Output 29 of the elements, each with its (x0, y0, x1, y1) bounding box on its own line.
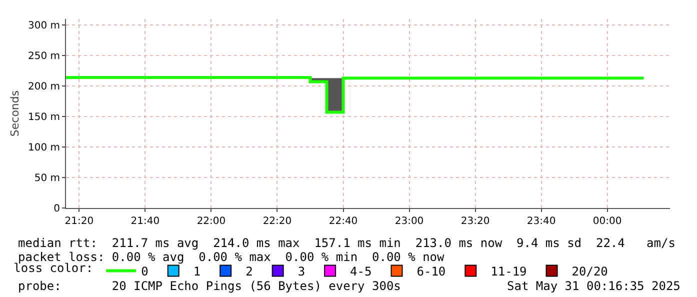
y-tick-label: 150 m (28, 112, 60, 124)
x-tick-label: 22:20 (262, 216, 292, 227)
x-tick-label: 21:20 (64, 216, 94, 227)
legend-label: 0 (141, 264, 148, 278)
text: packet loss: 0.00 % avg 0.00 % max 0.00 % min 0.00 % now (18, 250, 446, 264)
x-tick-label: 22:40 (328, 216, 358, 227)
legend-label: 1 (193, 264, 201, 278)
y-tick-label: 250 m (28, 51, 60, 62)
text: probe: 20 ICMP Echo Pings (56 Bytes) every 300s (18, 279, 401, 293)
text: median rtt: 211.7 ms avg 214.0 ms max 157.1 ms min 213.0 ms now 9.4 ms sd 22.4 am/s (18, 236, 676, 250)
x-tick-label: 23:40 (526, 216, 556, 227)
x-tick-label: 23:20 (460, 216, 490, 227)
legend-label: 11-19 (490, 264, 527, 278)
y-tick-label: 300 m (28, 20, 60, 32)
y-tick-label: 50 m (34, 173, 60, 184)
legend-label: 4-5 (350, 264, 372, 278)
y-tick-label: 200 m (28, 82, 60, 93)
text: Sat May 31 00:16:35 2025 (507, 279, 680, 293)
x-tick-label: 21:40 (130, 216, 160, 227)
legend-label: 3 (298, 264, 306, 278)
legend-label: 20/20 (572, 264, 608, 278)
legend-label: 2 (246, 264, 253, 278)
x-tick-label: 22:00 (196, 216, 226, 227)
x-tick-label: 23:00 (394, 216, 424, 227)
x-tick-label: 00:00 (592, 216, 622, 227)
legend-label: 6-10 (416, 264, 446, 278)
y-tick-label: 0 (54, 204, 60, 214)
y-axis-title: Seconds (8, 90, 22, 137)
y-tick-label: 100 m (28, 142, 60, 154)
